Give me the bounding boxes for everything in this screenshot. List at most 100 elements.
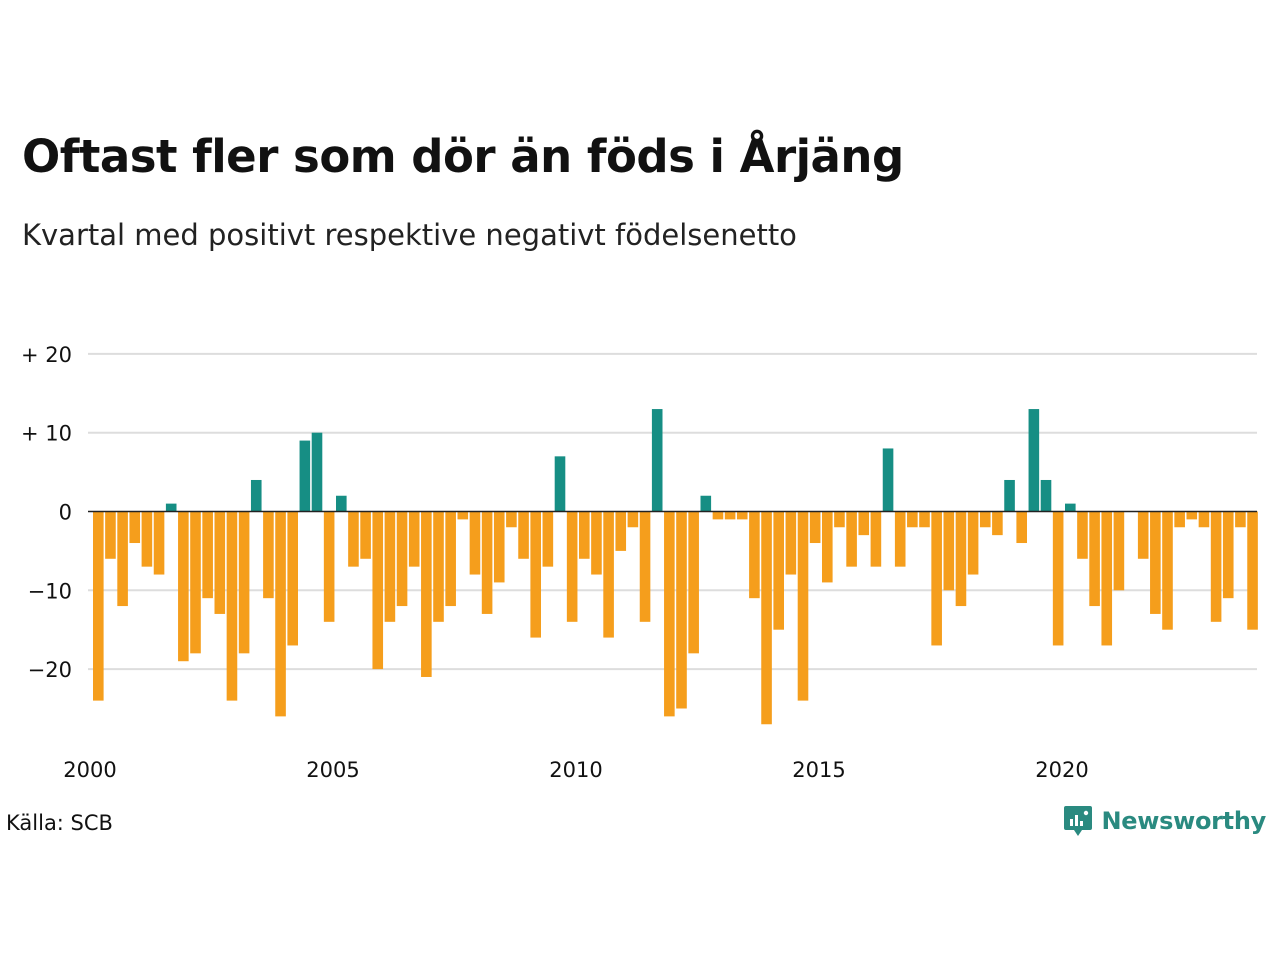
bar (190, 511, 201, 654)
bar (469, 511, 481, 575)
bar (445, 511, 456, 607)
bar (299, 440, 311, 512)
bar (1162, 511, 1173, 630)
bar (1028, 409, 1040, 512)
bar (894, 511, 906, 567)
bar (785, 511, 797, 575)
y-tick-label: −20 (28, 658, 72, 682)
bar (1222, 511, 1234, 599)
axes: + 20 + 10 0 −10 −20 2000 2005 2010 2015 2020 (21, 343, 1257, 782)
bar (493, 511, 505, 583)
bar (1101, 511, 1113, 646)
newsworthy-logo-icon (1064, 806, 1093, 836)
bar (275, 511, 286, 717)
bar (1089, 511, 1100, 607)
bar (1065, 503, 1076, 512)
bar (323, 511, 335, 622)
bar (1004, 479, 1015, 512)
bar (93, 511, 104, 701)
chart-subtitle: Kvartal med positivt respektive negativt… (22, 218, 797, 252)
x-tick-label: 2015 (792, 758, 845, 782)
y-tick-label: + 10 (21, 422, 72, 446)
bar (1137, 511, 1149, 559)
y-tick-label: −10 (28, 579, 72, 603)
source-note: Källa: SCB (6, 811, 113, 835)
bar (979, 511, 991, 528)
bar (664, 511, 675, 717)
x-tick-label: 2020 (1035, 758, 1088, 782)
bar (603, 511, 614, 638)
brand-logo[interactable]: Newsworthy (1063, 804, 1266, 838)
bars (93, 409, 1258, 725)
bar (1210, 511, 1222, 622)
bar (579, 511, 590, 559)
bar (858, 511, 870, 536)
bar (263, 511, 274, 599)
bar (1235, 511, 1246, 528)
bar (433, 511, 444, 622)
bar (712, 511, 724, 520)
bar (117, 511, 128, 607)
bar (384, 511, 396, 622)
bar (129, 511, 141, 544)
bar (457, 511, 469, 520)
bar (724, 511, 736, 520)
bar (1016, 511, 1027, 544)
bar (688, 511, 699, 654)
bar (992, 511, 1003, 536)
bar (967, 511, 979, 575)
bar (834, 511, 845, 528)
bar (943, 511, 955, 591)
bar (591, 511, 602, 575)
bar (421, 511, 432, 677)
y-tick-label: + 20 (21, 343, 72, 367)
bar (396, 511, 408, 607)
bar (178, 511, 189, 662)
bar (566, 511, 578, 622)
bar (1077, 511, 1088, 559)
bar (1247, 511, 1258, 630)
bar (822, 511, 833, 583)
bar (1040, 479, 1052, 512)
bar (372, 511, 384, 670)
bar (287, 511, 298, 646)
bar (506, 511, 517, 528)
bar (214, 511, 226, 614)
brand-name: Newsworthy (1101, 807, 1266, 835)
bar (809, 511, 821, 544)
bar (870, 511, 882, 567)
x-tick-label: 2005 (306, 758, 359, 782)
bar (336, 495, 347, 512)
y-tick-label: 0 (59, 501, 72, 525)
bar (238, 511, 250, 654)
bar (1052, 511, 1064, 646)
bar (542, 511, 554, 567)
bar (311, 432, 323, 512)
bar (518, 511, 529, 559)
bar (530, 511, 541, 638)
bar (907, 511, 918, 528)
bar-chart: + 20 + 10 0 −10 −20 2000 2005 2010 2015 2020 (21, 343, 1258, 782)
bar (651, 409, 663, 512)
bar (627, 511, 639, 528)
bar (481, 511, 493, 614)
bar (700, 495, 712, 512)
chart-title: Oftast fler som dör än föds i Årjäng (22, 130, 904, 183)
bar (360, 511, 371, 559)
bar (226, 511, 238, 701)
bar (797, 511, 809, 701)
bar (882, 448, 894, 512)
bar (919, 511, 930, 528)
bar (955, 511, 967, 607)
bar (846, 511, 857, 567)
bar (165, 503, 177, 512)
bar (639, 511, 651, 622)
bar (749, 511, 760, 599)
x-tick-label: 2000 (63, 758, 116, 782)
bar (348, 511, 359, 567)
bar (1113, 511, 1125, 591)
bar (202, 511, 213, 599)
bar (554, 456, 566, 512)
bar (931, 511, 942, 646)
x-tick-label: 2010 (549, 758, 602, 782)
